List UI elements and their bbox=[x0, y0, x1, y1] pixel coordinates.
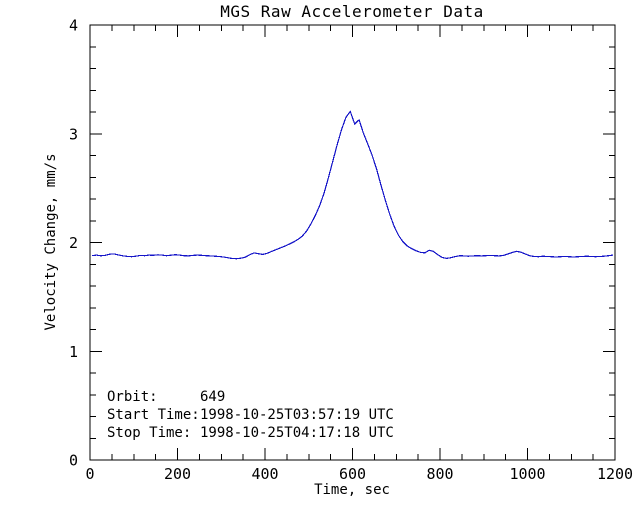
y-tick-label: 0 bbox=[69, 452, 78, 470]
x-tick-label: 600 bbox=[339, 465, 366, 483]
x-tick-label: 800 bbox=[426, 465, 453, 483]
tick-labels: 0 200 400 600 800 1000 1200 0 1 2 3 4 bbox=[69, 17, 633, 484]
x-tick-label: 0 bbox=[85, 465, 94, 483]
orbit-label: Orbit: bbox=[107, 389, 158, 405]
x-tick-label: 1200 bbox=[597, 465, 633, 483]
start-time-label: Start Time: bbox=[107, 407, 200, 423]
start-time-value: 1998-10-25T03:57:19 UTC bbox=[200, 407, 394, 423]
x-tick-label: 1000 bbox=[509, 465, 545, 483]
x-tick-label: 200 bbox=[164, 465, 191, 483]
annotation-block: Orbit: 649 Start Time: 1998-10-25T03:57:… bbox=[107, 389, 394, 441]
y-axis-label: Velocity Change, mm/s bbox=[43, 153, 59, 330]
x-axis-label: Time, sec bbox=[314, 482, 390, 498]
plot-frame bbox=[89, 24, 616, 461]
y-tick-label: 4 bbox=[69, 17, 78, 35]
stop-time-label: Stop Time: bbox=[107, 425, 191, 441]
data-line-velocity bbox=[92, 110, 613, 260]
orbit-value: 649 bbox=[200, 389, 225, 405]
y-tick-label: 3 bbox=[69, 125, 78, 143]
x-tick-label: 400 bbox=[251, 465, 278, 483]
y-tick-label: 2 bbox=[69, 234, 78, 252]
tick-marks bbox=[89, 24, 616, 461]
chart-title: MGS Raw Accelerometer Data bbox=[220, 2, 483, 21]
stop-time-value: 1998-10-25T04:17:18 UTC bbox=[200, 425, 394, 441]
y-tick-label: 1 bbox=[69, 343, 78, 361]
